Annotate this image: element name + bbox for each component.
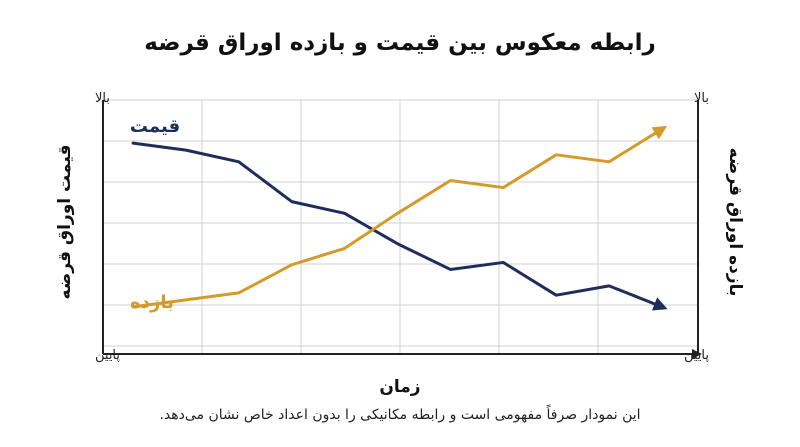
caption: این نمودار صرفاً مفهومی است و رابطه مکان…: [159, 407, 641, 423]
chart-title: رابطه معکوس بین قیمت و بازده اوراق قرضه: [144, 30, 656, 56]
y-left-top-tick: بالا: [95, 91, 110, 106]
y-right-bottom-tick: پایین: [684, 348, 709, 363]
y-axis-left-label: قیمت اوراق قرضه: [55, 145, 75, 300]
y-left-bottom-tick: پایین: [95, 348, 120, 363]
y-axis-right-label: بازده اوراق قرضه: [725, 148, 745, 297]
x-axis-label: زمان: [379, 377, 420, 397]
y-right-top-tick: بالا: [694, 91, 709, 106]
series-layer: [131, 125, 668, 311]
series-label-price: قیمت: [130, 116, 180, 137]
series-arrow-price: [651, 297, 668, 311]
grid: [102, 99, 699, 354]
series-label-yield: بازده: [130, 292, 174, 313]
series-line-price: [131, 141, 664, 309]
series-arrow-yield: [651, 125, 668, 140]
